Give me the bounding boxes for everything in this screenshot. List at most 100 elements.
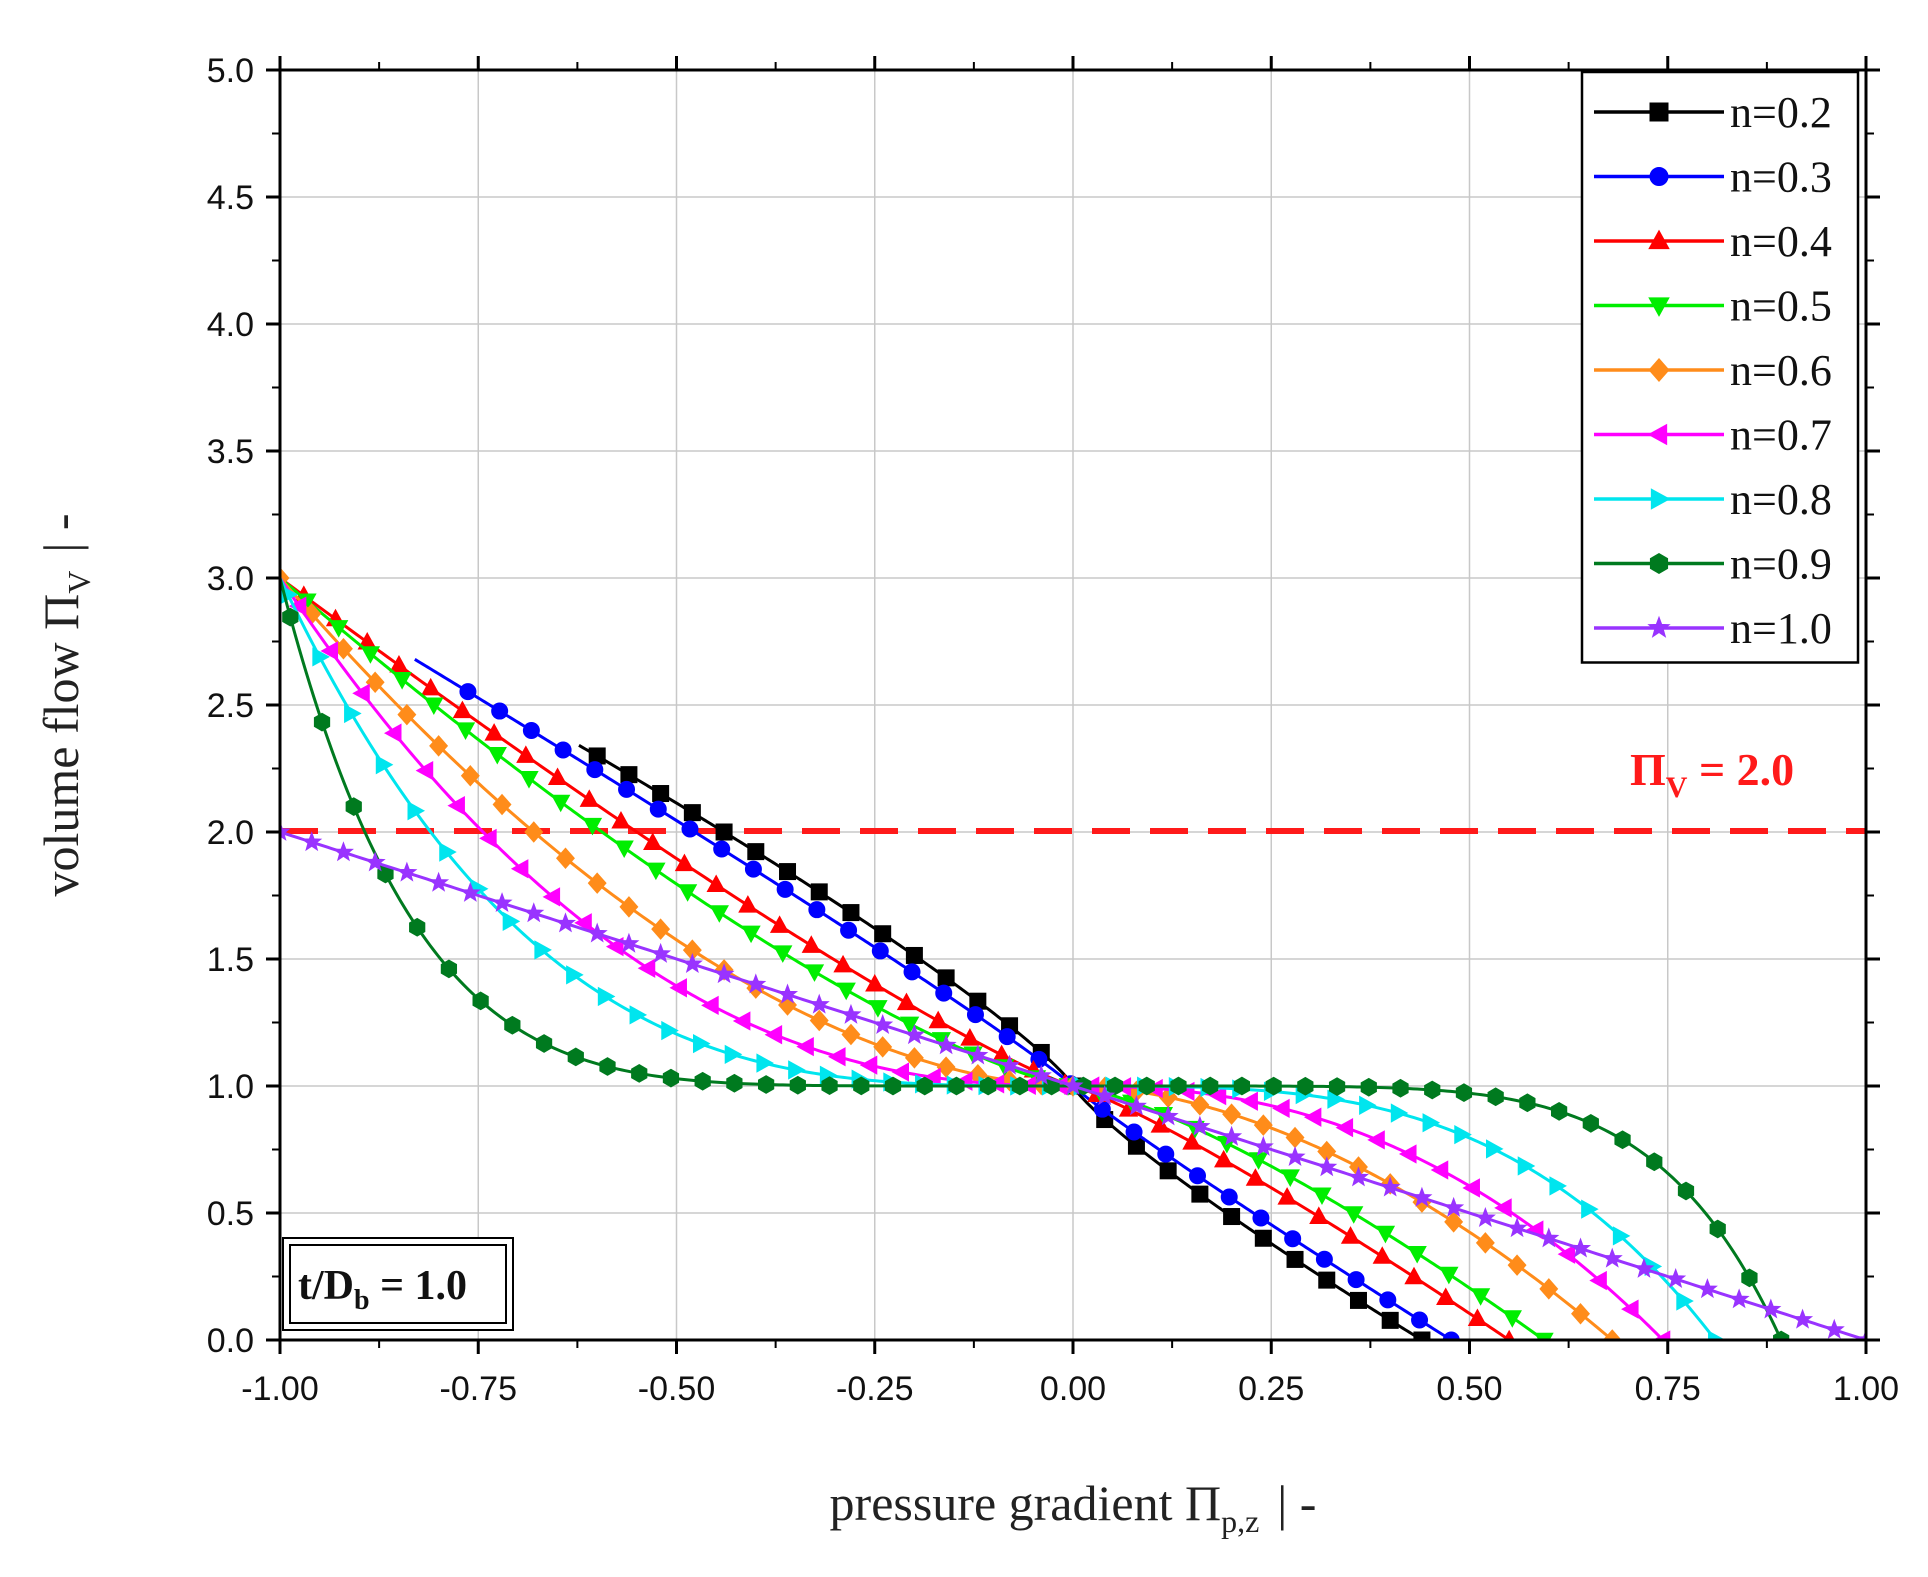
marker-6 [344,703,362,724]
legend-label: n=0.3 [1730,153,1832,202]
marker-7 [853,1076,870,1096]
marker-6 [724,1044,743,1065]
marker-8 [1284,1146,1306,1167]
marker-2 [484,723,504,741]
marker-5 [574,913,592,933]
marker-4 [1190,1094,1210,1116]
marker-8 [840,1003,862,1024]
marker-4 [809,1009,829,1032]
marker-5 [859,1055,878,1075]
marker-0 [779,863,797,881]
marker-5 [1272,1098,1290,1119]
marker-6 [502,911,521,931]
marker-7 [1487,1087,1504,1107]
marker-7 [1773,1330,1790,1340]
legend-label: n=0.6 [1730,346,1832,395]
y-tick-label-9: 4.5 [207,179,254,217]
marker-5 [828,1047,846,1067]
marker-2 [738,895,758,913]
marker-2 [1372,1246,1392,1264]
marker-1 [522,722,540,740]
marker-2 [833,954,853,973]
marker-5 [288,596,307,616]
marker-3 [1502,1310,1522,1328]
legend-marker [1647,615,1671,638]
marker-0 [810,883,828,901]
marker-7 [948,1076,965,1096]
marker-7 [440,959,458,979]
marker-5 [1589,1270,1607,1291]
marker-4 [1539,1278,1559,1300]
marker-3 [1248,1152,1269,1170]
legend-label: n=0.4 [1730,217,1832,266]
marker-7 [1614,1130,1631,1150]
marker-3 [709,905,729,923]
marker-7 [313,712,331,732]
marker-5 [605,936,624,957]
marker-4 [429,735,449,757]
marker-1 [1347,1271,1365,1289]
marker-3 [677,884,698,902]
marker-7 [1741,1268,1758,1288]
marker-7 [1392,1078,1409,1098]
marker-1 [776,880,794,898]
marker-8 [1665,1267,1687,1288]
marker-2 [1467,1308,1488,1327]
marker-0 [747,843,765,861]
marker-0 [1318,1271,1336,1289]
marker-7 [1677,1181,1695,1201]
marker-8 [280,820,291,841]
marker-2 [579,789,599,807]
marker-1 [1093,1100,1111,1118]
marker-5 [447,796,465,816]
marker-8 [332,841,354,862]
marker-6 [375,755,394,775]
x-tick-label-7: 0.75 [1635,1370,1701,1408]
marker-6 [692,1033,711,1054]
x-tick-label-3: -0.25 [836,1370,914,1408]
marker-0 [874,925,892,943]
y-tick-label-6: 3.0 [207,560,254,598]
marker-4 [841,1023,861,1046]
marker-0 [905,946,923,964]
marker-3 [773,945,793,963]
marker-3 [392,672,412,690]
marker-6 [566,965,584,985]
marker-5 [1208,1085,1227,1106]
marker-7 [726,1073,743,1093]
legend-label: n=0.8 [1730,475,1832,524]
marker-5 [1303,1107,1322,1127]
marker-5 [1557,1244,1576,1264]
marker-7 [1550,1101,1568,1121]
marker-8 [1474,1207,1496,1228]
marker-3 [1312,1187,1332,1205]
marker-3 [614,840,634,859]
marker-7 [789,1075,806,1095]
marker-3 [424,697,444,715]
marker-7 [1709,1219,1726,1239]
legend-item: n=1.0 [1594,604,1832,653]
marker-2 [1214,1149,1234,1168]
marker-8 [808,993,830,1014]
marker-3 [1534,1332,1554,1340]
x-tick-label-4: 0.00 [1040,1370,1106,1408]
marker-2 [389,655,409,673]
y-axis-title: volume flow ΠV| - [33,513,97,896]
marker-5 [764,1025,783,1045]
marker-3 [582,817,603,836]
series-n=1.0 [280,820,1866,1340]
marker-2 [928,1010,948,1029]
marker-2 [547,767,568,786]
x-tick-label-2: -0.50 [638,1370,716,1408]
marker-1 [966,1006,984,1024]
marker-6 [597,986,616,1007]
marker-8 [1316,1156,1338,1177]
marker-1 [618,780,636,798]
marker-8 [1506,1217,1528,1238]
marker-7 [631,1064,648,1083]
marker-4 [619,896,639,918]
y-tick-label-1: 0.5 [207,1195,254,1233]
marker-3 [1344,1206,1364,1224]
marker-8 [1728,1288,1750,1309]
marker-8 [1189,1115,1211,1136]
